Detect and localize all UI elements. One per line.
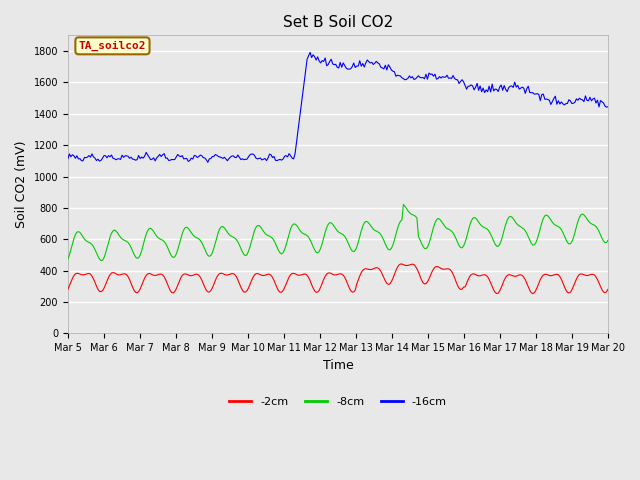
Text: TA_soilco2: TA_soilco2 (79, 41, 146, 51)
Title: Set B Soil CO2: Set B Soil CO2 (283, 15, 393, 30)
Y-axis label: Soil CO2 (mV): Soil CO2 (mV) (15, 141, 28, 228)
X-axis label: Time: Time (323, 359, 353, 372)
Legend: -2cm, -8cm, -16cm: -2cm, -8cm, -16cm (225, 393, 451, 411)
